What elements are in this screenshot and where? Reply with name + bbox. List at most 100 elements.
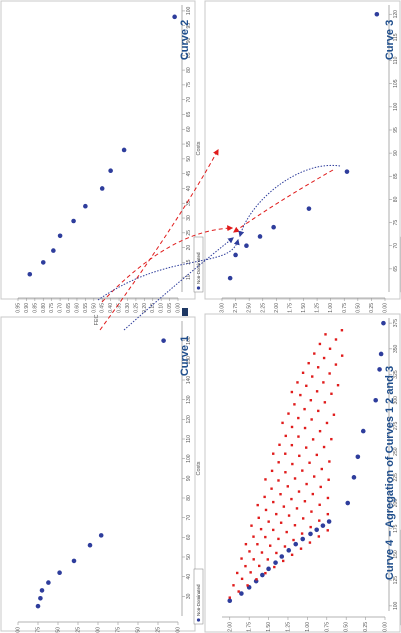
data-point-non-dominated [257,234,263,239]
data-point-dominated [334,363,338,366]
fec-tick-label: 0.50 [91,303,97,313]
costs-tick-label: 125 [393,576,399,585]
fec-tick-label: 0.25 [369,303,375,313]
costs-tick-label: 25 [186,230,192,236]
data-point-dominated [255,578,258,581]
data-point-dominated [292,538,295,542]
fec-tick-label: 1.75 [36,627,42,633]
data-point-dominated [270,469,274,473]
costs-tick-label: 90 [393,150,399,156]
data-point-dominated [293,477,297,480]
data-point-dominated [272,452,275,455]
data-point-dominated [327,478,330,481]
data-point-dominated [278,443,281,446]
chart-curve1: 0.00 0.25 0.50 0.75 1.00 1.25 1.50 1.75 2.00 30 40… [0,316,204,633]
costs-tick-label: 75 [186,82,192,88]
data-point-non-dominated [71,218,76,224]
data-point-dominated [308,541,312,544]
data-point-non-dominated [279,554,285,559]
data-point-dominated [313,352,316,355]
fec-tick-label: 2.25 [260,303,266,313]
fec-tick-label: 1.00 [96,627,102,633]
data-point-dominated [340,354,344,357]
data-point-dominated [322,445,326,449]
data-point-non-dominated [227,275,233,281]
data-point-non-dominated [314,527,319,533]
costs-tick-label: 35 [186,200,192,206]
costs-tick-label: 105 [393,79,399,88]
data-point-non-dominated [233,252,238,258]
data-point-dominated [303,426,307,430]
data-point-dominated [324,333,327,336]
data-point-dominated [277,479,280,482]
costs-tick-label: 80 [393,196,399,202]
data-point-dominated [334,338,338,341]
fec-tick-label: 0.00 [383,622,389,632]
fec-tick-label: 0.30 [125,303,131,313]
data-point-dominated [237,590,240,593]
data-point-dominated [257,516,260,520]
connector-arrow [99,148,219,331]
data-point-dominated [272,500,275,504]
data-point-non-dominated [172,14,177,20]
costs-tick-label: 60 [186,126,192,132]
fec-tick-label: 0.50 [344,622,350,632]
data-point-dominated [317,535,321,538]
data-point-dominated [293,524,297,527]
data-point-dominated [272,528,275,532]
data-point-dominated [301,371,305,374]
data-point-non-dominated [57,233,63,239]
data-point-dominated [293,403,296,406]
data-point-dominated [322,356,326,360]
fec-tick-label: 0.00 [383,303,389,313]
costs-tick-label: 100 [186,7,192,16]
data-point-non-dominated [239,591,244,596]
data-point-non-dominated [121,147,127,153]
data-point-dominated [308,461,311,464]
fec-tick-label: 0.00 [176,627,182,633]
data-point-dominated [252,535,255,538]
data-point-dominated [240,577,244,581]
data-point-dominated [236,571,239,575]
data-point-non-dominated [71,558,77,564]
data-point-non-dominated [306,206,312,211]
costs-tick-label: 65 [393,266,399,272]
data-point-dominated [232,584,235,587]
costs-tick-label: 20 [186,245,192,251]
data-point-dominated [286,485,289,488]
costs-tick-label: 70 [186,515,192,521]
data-point-dominated [326,512,330,516]
fec-tick-label: 0.50 [355,303,361,313]
fec-tick-label: 0.75 [49,303,55,313]
data-point-non-dominated [271,224,276,230]
fec-tick-label: 0.85 [32,303,38,313]
costs-tick-label: 100 [393,102,399,111]
data-point-dominated [266,558,269,561]
chart-legend: Non-Dominated [193,236,204,293]
data-point-non-dominated [244,243,249,249]
data-point-dominated [296,381,299,384]
costs-tick-label: 95 [393,127,399,133]
data-point-dominated [282,559,285,563]
data-point-dominated [258,564,261,568]
data-point-dominated [336,384,340,387]
data-point-dominated [328,460,331,463]
data-point-dominated [275,551,278,555]
data-point-non-dominated [46,580,51,585]
data-point-dominated [326,496,330,500]
chart-curve3: 0.00 0.25 0.50 0.75 1.00 1.25 1.50 1.75 2.00 2.25… [204,0,401,326]
data-point-dominated [328,372,331,375]
data-point-dominated [283,545,287,548]
data-point-non-dominated [355,454,361,460]
data-point-non-dominated [40,260,46,265]
costs-tick-label: 100 [393,601,399,610]
data-point-dominated [318,519,321,522]
data-point-dominated [304,446,308,449]
data-point-dominated [284,434,287,438]
fec-tick-label: 0.25 [133,303,139,313]
data-point-non-dominated [381,320,386,326]
data-point-dominated [273,565,276,569]
data-point-dominated [325,421,329,425]
data-point-non-dominated [351,475,357,480]
chart-panel-frame [204,0,401,300]
